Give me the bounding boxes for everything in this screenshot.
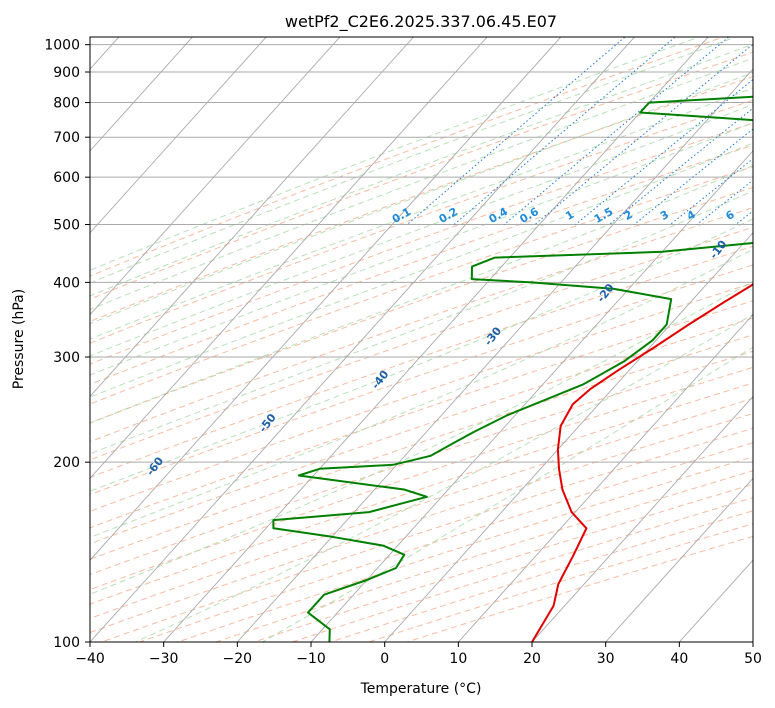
- isotherm-line: [90, 37, 488, 479]
- x-tick-label: 40: [670, 651, 688, 667]
- background-lines: [90, 32, 775, 642]
- x-tick-label: 50: [744, 651, 762, 667]
- dry-adiabat-label: -70: [31, 498, 54, 522]
- y-tick-label: 300: [53, 350, 80, 366]
- isotherm-line: [605, 477, 753, 642]
- y-tick-label: 700: [53, 130, 80, 146]
- isotherm-line: [90, 37, 267, 234]
- y-tick-label: 100: [53, 635, 80, 651]
- profile-lines: [272, 95, 753, 642]
- isotherm-line: [531, 395, 753, 642]
- isotherm-line: [163, 37, 709, 642]
- x-tick-label: −40: [75, 651, 105, 667]
- y-axis-label: Pressure (hPa): [11, 289, 27, 389]
- isotherm-line: [90, 37, 636, 642]
- temperature-profile: [531, 282, 753, 642]
- dry-adiabat: [90, 207, 753, 443]
- moist-adiabat: [90, 87, 753, 340]
- x-tick-label: −10: [296, 651, 326, 667]
- dry-adiabat: [90, 166, 753, 405]
- mixing-ratio-line: [503, 37, 730, 225]
- moist-adiabat: [90, 104, 753, 357]
- y-tick-label: 600: [53, 170, 80, 186]
- isotherm-line: [90, 37, 194, 152]
- x-tick-label: 10: [449, 651, 467, 667]
- mixing-ratio-line: [534, 43, 753, 225]
- x-tick-label: 20: [523, 651, 541, 667]
- isotherm-line: [90, 37, 562, 561]
- dry-adiabat: [90, 350, 753, 576]
- moist-adiabat: [90, 43, 753, 297]
- y-tick-label: 800: [53, 96, 80, 112]
- y-tick-label: 400: [53, 275, 80, 291]
- x-tick-label: −30: [149, 651, 179, 667]
- mixing-ratio-label: 10: [771, 206, 775, 225]
- dry-adiabat: [90, 37, 725, 277]
- mixing-ratio-line: [575, 78, 753, 225]
- mixing-ratio-label: 8: [752, 208, 765, 223]
- dry-adiabat: [90, 226, 753, 461]
- x-tick-label: −20: [223, 651, 253, 667]
- isotherm-line: [236, 68, 753, 642]
- moist-adiabat: [90, 218, 753, 492]
- dewpoint-profile: [272, 95, 753, 642]
- dry-adiabat: [90, 51, 753, 300]
- mixing-ratio-line: [406, 37, 626, 225]
- axis-ticks: −40 −30 −20 −10 0 10 20 30 40 50 1000 900 800 700 600 5…: [44, 38, 762, 667]
- dry-adiabat: [90, 186, 753, 424]
- dry-adiabat: [90, 317, 753, 545]
- mixing-ratio-line: [608, 107, 753, 225]
- dry-adiabat: [90, 144, 753, 385]
- y-tick-label: 1000: [44, 38, 80, 54]
- moist-adiabat: [90, 57, 753, 310]
- x-axis-label: Temperature (°C): [360, 681, 482, 697]
- dry-adiabat: [90, 122, 753, 365]
- moist-adiabat: [90, 37, 701, 271]
- isotherm-line: [457, 313, 753, 642]
- y-tick-label: 500: [53, 217, 80, 233]
- plot-background: [90, 37, 753, 642]
- isotherm-line: [310, 150, 753, 642]
- moist-adiabat: [90, 142, 753, 398]
- dry-adiabat: [90, 264, 753, 496]
- x-tick-label: 30: [597, 651, 615, 667]
- isotherm-line: [384, 232, 753, 642]
- mixing-ratio-line: [764, 32, 775, 225]
- moist-adiabat: [90, 37, 738, 284]
- x-tick-label: 0: [380, 651, 389, 667]
- y-tick-label: 200: [53, 455, 80, 471]
- moist-adiabat: [90, 190, 753, 455]
- y-tick-label: 900: [53, 65, 80, 81]
- chart-title: wetPf2_C2E6.2025.337.06.45.E07: [285, 12, 557, 32]
- mixing-ratio-line: [669, 158, 753, 225]
- isotherm-line: [90, 37, 341, 316]
- moist-adiabat: [135, 313, 753, 642]
- plot-frame: [89, 36, 754, 643]
- moist-adiabat: [261, 346, 753, 642]
- isotherm-line: [90, 37, 415, 398]
- mixing-ratio-line: [453, 37, 676, 225]
- dry-adiabat: [90, 366, 753, 591]
